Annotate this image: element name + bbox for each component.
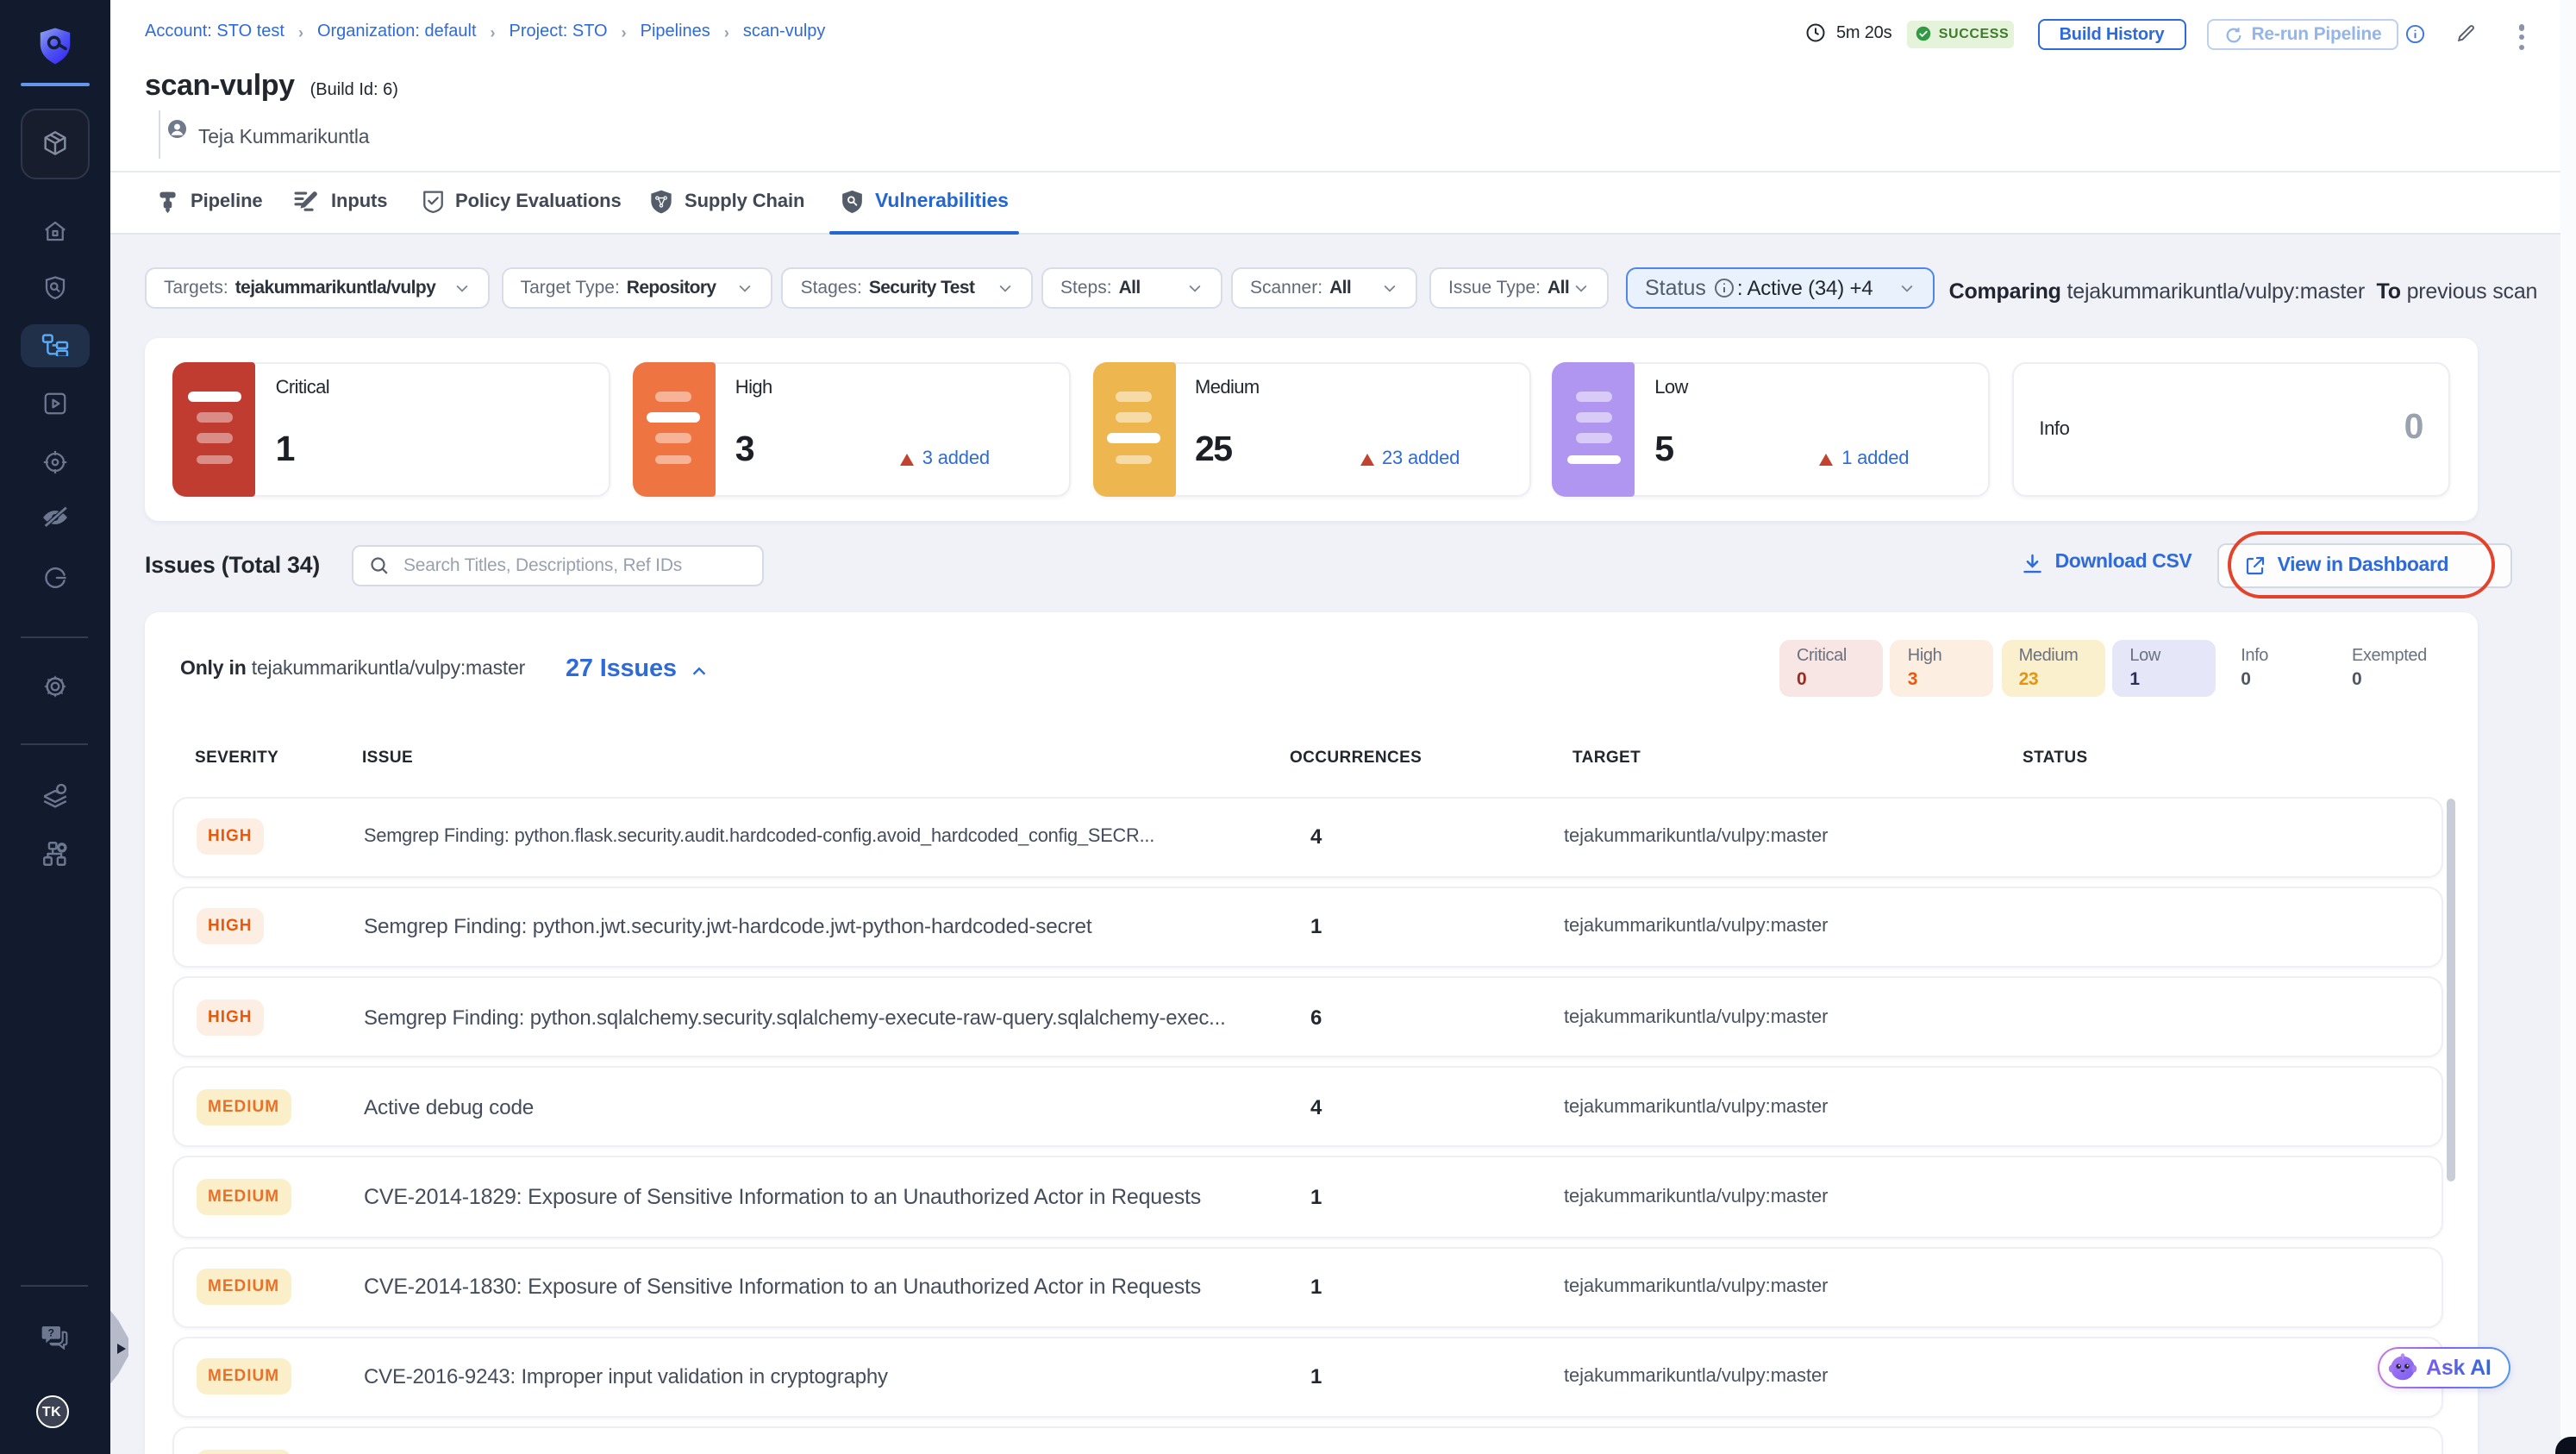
svg-text:?: ? <box>48 1326 54 1338</box>
